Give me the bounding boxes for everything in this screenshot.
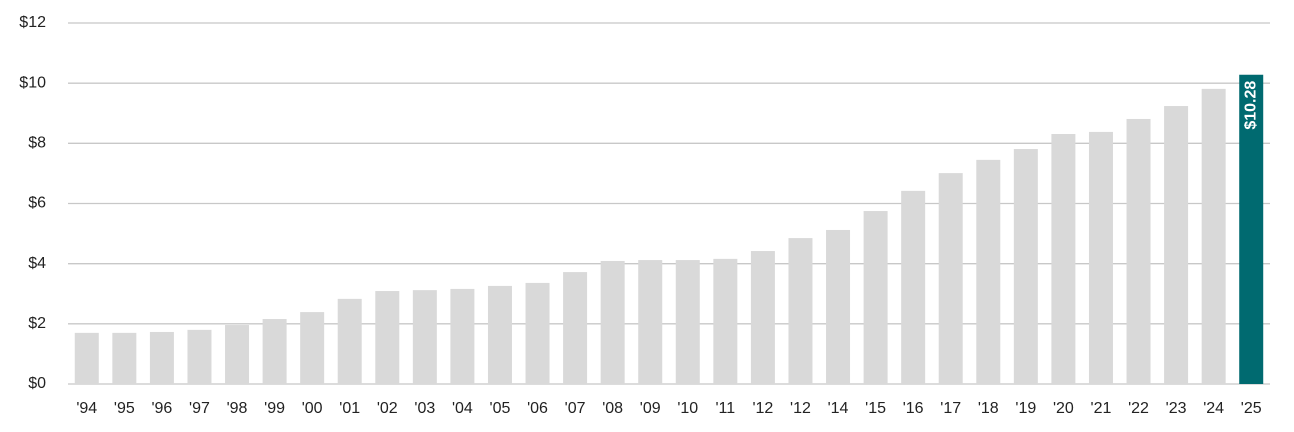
x-tick-label: '07 bbox=[565, 400, 586, 417]
bar bbox=[1088, 131, 1113, 384]
x-tick-label: '04 bbox=[452, 400, 473, 417]
x-tick-label: '09 bbox=[640, 400, 661, 417]
y-tick-label: $12 bbox=[19, 14, 46, 31]
x-tick-label: '08 bbox=[602, 400, 623, 417]
x-tick-label: '17 bbox=[940, 400, 961, 417]
x-tick-label: '97 bbox=[189, 400, 210, 417]
bar bbox=[1201, 88, 1226, 384]
y-tick-label: $4 bbox=[28, 255, 46, 272]
x-tick-label: '16 bbox=[903, 400, 924, 417]
bar bbox=[638, 260, 663, 384]
x-tick-label: '99 bbox=[264, 400, 285, 417]
bar bbox=[901, 190, 926, 384]
bar bbox=[337, 298, 362, 384]
bar bbox=[713, 258, 738, 384]
bar bbox=[938, 173, 963, 384]
x-tick-label: '05 bbox=[490, 400, 511, 417]
bar bbox=[1239, 74, 1264, 384]
y-tick-label: $8 bbox=[28, 135, 46, 152]
x-tick-label: '12 bbox=[790, 400, 811, 417]
bar bbox=[1051, 134, 1076, 384]
x-tick-label: '23 bbox=[1166, 400, 1187, 417]
bar bbox=[225, 325, 250, 384]
bar bbox=[976, 159, 1001, 384]
x-tick-label: '18 bbox=[978, 400, 999, 417]
y-tick-label: $10 bbox=[19, 74, 46, 91]
bar bbox=[450, 288, 475, 384]
x-tick-label: '01 bbox=[339, 400, 360, 417]
x-tick-label: '94 bbox=[76, 400, 97, 417]
bar bbox=[187, 329, 212, 384]
bar bbox=[525, 282, 550, 384]
x-tick-label: '21 bbox=[1091, 400, 1112, 417]
bar bbox=[74, 332, 99, 384]
bar bbox=[1126, 118, 1151, 385]
x-tick-label: '25 bbox=[1241, 400, 1262, 417]
bar bbox=[300, 312, 325, 384]
bar bbox=[600, 260, 625, 384]
y-tick-label: $6 bbox=[28, 195, 46, 212]
x-tick-label: '20 bbox=[1053, 400, 1074, 417]
bar bbox=[750, 251, 775, 384]
x-tick-label: '03 bbox=[414, 400, 435, 417]
bar bbox=[412, 290, 437, 384]
bar bbox=[262, 319, 287, 384]
bar bbox=[149, 331, 174, 384]
bar bbox=[487, 285, 512, 384]
bar bbox=[563, 272, 588, 384]
x-tick-label: '11 bbox=[716, 400, 736, 417]
value-label: $10.28 bbox=[1242, 81, 1259, 130]
x-tick-label: '10 bbox=[677, 400, 698, 417]
bar bbox=[675, 260, 700, 384]
bar bbox=[863, 211, 888, 384]
x-tick-label: '19 bbox=[1015, 400, 1036, 417]
bar bbox=[112, 332, 137, 384]
x-tick-label: '22 bbox=[1128, 400, 1149, 417]
y-tick-label: $2 bbox=[28, 315, 46, 332]
x-tick-label: '14 bbox=[828, 400, 849, 417]
bar bbox=[788, 238, 813, 384]
x-tick-label: '95 bbox=[114, 400, 135, 417]
bar bbox=[826, 229, 851, 384]
x-tick-label: '24 bbox=[1203, 400, 1224, 417]
x-tick-label: '98 bbox=[227, 400, 248, 417]
x-tick-label: '12 bbox=[752, 400, 773, 417]
x-tick-label: '15 bbox=[865, 400, 886, 417]
bar bbox=[1164, 106, 1189, 384]
x-tick-label: '00 bbox=[302, 400, 323, 417]
x-tick-label: '96 bbox=[151, 400, 172, 417]
x-tick-label: '06 bbox=[527, 400, 548, 417]
y-tick-label: $0 bbox=[28, 375, 46, 392]
x-tick-label: '02 bbox=[377, 400, 398, 417]
bar bbox=[1013, 149, 1038, 384]
bar bbox=[375, 291, 400, 384]
